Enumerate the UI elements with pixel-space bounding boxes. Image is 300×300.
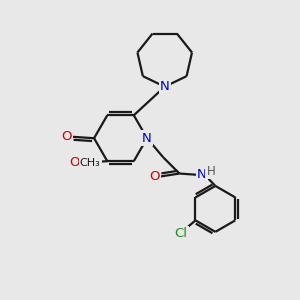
Text: O: O (70, 156, 80, 169)
Text: N: N (160, 80, 169, 93)
Text: Cl: Cl (174, 227, 187, 240)
Text: O: O (149, 170, 160, 183)
Text: O: O (61, 130, 72, 143)
Text: CH₃: CH₃ (80, 158, 101, 168)
Text: H: H (207, 165, 215, 178)
Text: N: N (197, 168, 207, 181)
Text: N: N (142, 132, 152, 145)
